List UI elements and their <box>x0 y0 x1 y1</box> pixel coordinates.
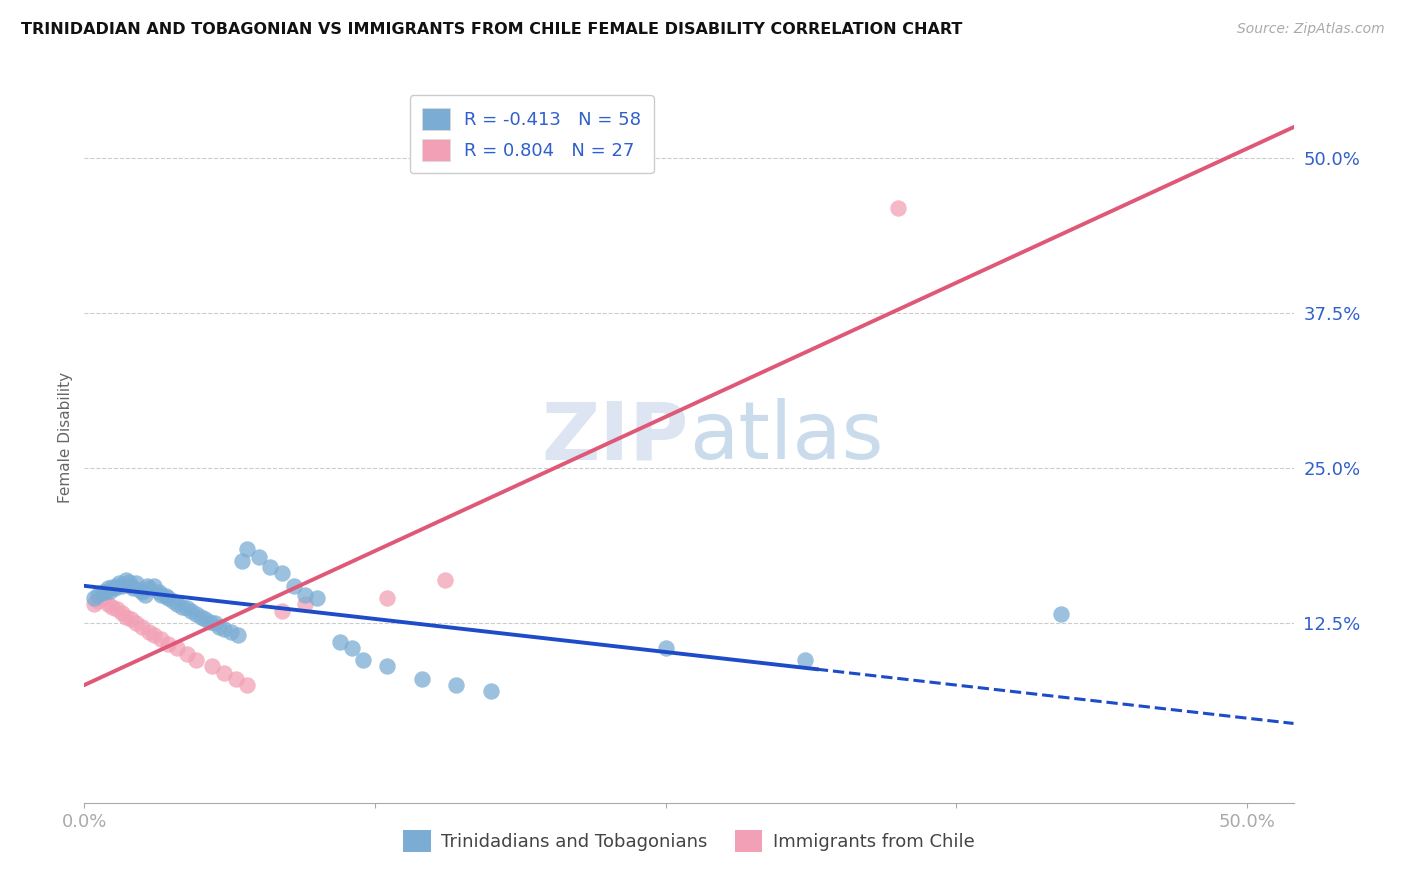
Point <box>225 672 247 686</box>
Point <box>148 585 170 599</box>
Point <box>375 591 398 606</box>
Point <box>198 615 221 629</box>
Point <box>150 632 173 647</box>
Point <box>794 653 817 667</box>
Point <box>136 579 159 593</box>
Point <box>433 573 456 587</box>
Text: TRINIDADIAN AND TOBAGONIAN VS IMMIGRANTS FROM CHILE FEMALE DISABILITY CORRELATIO: TRINIDADIAN AND TOBAGONIAN VS IMMIGRANTS… <box>21 22 963 37</box>
Point <box>176 601 198 615</box>
Point <box>271 604 294 618</box>
Point <box>375 659 398 673</box>
Point <box>166 640 188 655</box>
Point <box>83 591 105 606</box>
Point <box>247 550 270 565</box>
Point <box>212 622 235 636</box>
Point <box>143 579 166 593</box>
Point <box>190 610 212 624</box>
Point <box>219 624 242 639</box>
Point <box>108 576 131 591</box>
Point <box>97 582 120 596</box>
Point <box>138 582 160 596</box>
Point <box>157 637 180 651</box>
Point <box>131 620 153 634</box>
Point <box>294 588 316 602</box>
Point <box>104 582 127 596</box>
Point <box>479 684 502 698</box>
Point <box>91 591 114 606</box>
Point <box>283 579 305 593</box>
Point <box>87 593 110 607</box>
Point <box>176 647 198 661</box>
Point <box>194 612 217 626</box>
Point <box>120 579 142 593</box>
Point <box>305 591 328 606</box>
Point <box>150 588 173 602</box>
Point <box>110 579 132 593</box>
Point <box>94 585 117 599</box>
Point <box>162 593 184 607</box>
Point <box>201 659 224 673</box>
Text: ZIP: ZIP <box>541 398 689 476</box>
Point <box>236 541 259 556</box>
Legend: Trinidadians and Tobagonians, Immigrants from Chile: Trinidadians and Tobagonians, Immigrants… <box>396 823 981 860</box>
Point <box>446 678 468 692</box>
Point <box>115 610 138 624</box>
Point <box>101 580 124 594</box>
Point <box>120 612 142 626</box>
Point <box>97 598 120 612</box>
Point <box>134 588 156 602</box>
Point <box>157 591 180 606</box>
Point <box>155 589 177 603</box>
Point <box>231 554 253 568</box>
Point <box>411 672 433 686</box>
Point <box>1050 607 1073 622</box>
Point <box>329 634 352 648</box>
Point <box>887 201 910 215</box>
Point <box>184 653 207 667</box>
Point <box>226 628 249 642</box>
Point <box>340 640 363 655</box>
Point <box>110 606 132 620</box>
Point <box>117 575 139 590</box>
Point <box>124 576 146 591</box>
Point <box>122 582 145 596</box>
Point <box>143 628 166 642</box>
Point <box>101 599 124 614</box>
Point <box>87 588 110 602</box>
Y-axis label: Female Disability: Female Disability <box>58 371 73 503</box>
Point <box>352 653 374 667</box>
Point <box>184 607 207 622</box>
Point <box>91 585 114 599</box>
Point <box>294 598 316 612</box>
Point <box>166 598 188 612</box>
Point <box>180 604 202 618</box>
Point <box>259 560 281 574</box>
Point <box>124 615 146 630</box>
Point <box>170 599 193 614</box>
Point <box>83 598 105 612</box>
Point <box>654 640 676 655</box>
Point <box>212 665 235 680</box>
Point <box>236 678 259 692</box>
Text: Source: ZipAtlas.com: Source: ZipAtlas.com <box>1237 22 1385 37</box>
Point <box>208 620 231 634</box>
Point <box>98 583 121 598</box>
Point <box>105 602 128 616</box>
Point <box>105 579 128 593</box>
Point <box>271 566 294 581</box>
Point <box>115 573 138 587</box>
Text: atlas: atlas <box>689 398 883 476</box>
Point <box>204 615 226 630</box>
Point <box>138 624 160 639</box>
Point <box>129 582 152 597</box>
Point <box>131 585 153 599</box>
